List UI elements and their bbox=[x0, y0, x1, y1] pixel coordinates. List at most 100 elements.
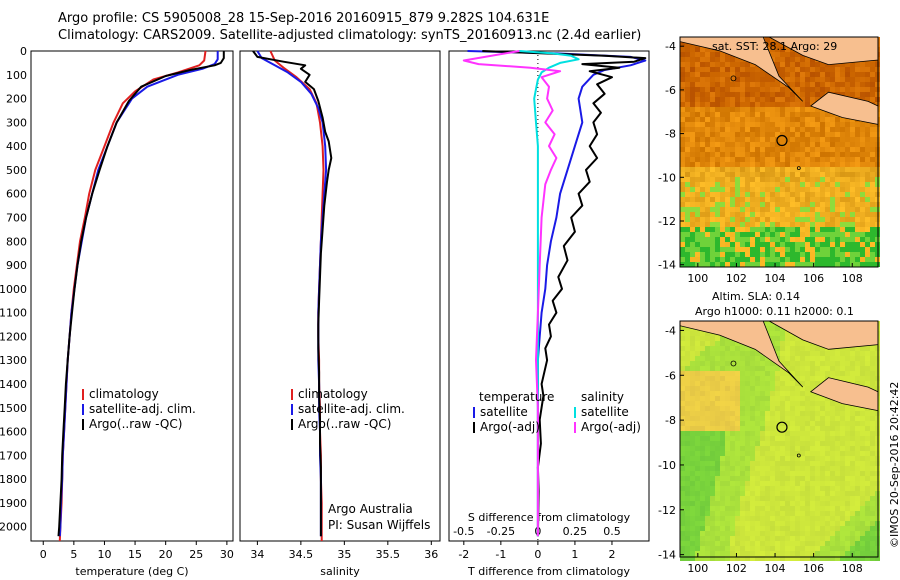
map-cell bbox=[730, 92, 735, 97]
map-cell bbox=[795, 401, 800, 406]
map-cell bbox=[740, 421, 745, 426]
map-cell bbox=[865, 202, 870, 207]
map-cell bbox=[825, 526, 830, 531]
map-cell bbox=[820, 416, 825, 421]
map-cell bbox=[680, 371, 685, 376]
map-cell bbox=[720, 481, 725, 486]
map-cell bbox=[790, 481, 795, 486]
map-cell bbox=[800, 107, 805, 112]
map-cell bbox=[775, 476, 780, 481]
map-cell bbox=[795, 486, 800, 491]
map-cell bbox=[850, 456, 855, 461]
map-cell bbox=[695, 177, 700, 182]
map-cell bbox=[825, 162, 830, 167]
map-cell bbox=[775, 481, 780, 486]
map-cell bbox=[710, 451, 715, 456]
map-cell bbox=[775, 536, 780, 541]
map-cell bbox=[745, 516, 750, 521]
map-cell bbox=[780, 486, 785, 491]
map-cell bbox=[810, 212, 815, 217]
imos-stamp: ©IMOS 20-Sep-2016 20:42:42 bbox=[888, 381, 900, 548]
map-cell bbox=[815, 451, 820, 456]
map-cell bbox=[690, 556, 695, 561]
map-cell bbox=[800, 436, 805, 441]
map-cell bbox=[765, 451, 770, 456]
map-cell bbox=[695, 142, 700, 147]
map-cell bbox=[795, 122, 800, 127]
map-cell bbox=[715, 431, 720, 436]
map-cell bbox=[800, 122, 805, 127]
map-cell bbox=[785, 192, 790, 197]
map-cell bbox=[705, 157, 710, 162]
map-cell bbox=[795, 67, 800, 72]
map-cell bbox=[705, 506, 710, 511]
map-cell bbox=[685, 371, 690, 376]
map-cell bbox=[780, 346, 785, 351]
plot-frame-difference bbox=[448, 50, 650, 542]
map-cell bbox=[715, 167, 720, 172]
map-cell bbox=[820, 526, 825, 531]
map-cell bbox=[685, 47, 690, 52]
map-cell bbox=[710, 257, 715, 262]
map-cell bbox=[775, 501, 780, 506]
map-cell bbox=[735, 551, 740, 556]
map-cell bbox=[870, 436, 875, 441]
map-cell bbox=[830, 77, 835, 82]
map-cell bbox=[715, 491, 720, 496]
map-cell bbox=[825, 257, 830, 262]
map-cell bbox=[800, 147, 805, 152]
map-cell bbox=[795, 391, 800, 396]
map-cell bbox=[850, 202, 855, 207]
map-cell bbox=[820, 441, 825, 446]
map-cell bbox=[740, 441, 745, 446]
map-cell bbox=[695, 506, 700, 511]
map-cell bbox=[855, 441, 860, 446]
map-cell bbox=[705, 556, 710, 561]
map-cell bbox=[800, 232, 805, 237]
map-cell bbox=[835, 232, 840, 237]
map-cell bbox=[855, 506, 860, 511]
map-cell bbox=[780, 471, 785, 476]
map1-title: sat. SST: 28.1 Argo: 29 bbox=[712, 40, 838, 53]
map-cell bbox=[680, 217, 685, 222]
map-cell bbox=[820, 87, 825, 92]
map-cell bbox=[850, 192, 855, 197]
map-cell bbox=[795, 222, 800, 227]
map-cell bbox=[770, 262, 775, 267]
map-cell bbox=[725, 441, 730, 446]
map-cell bbox=[690, 162, 695, 167]
map-cell bbox=[845, 356, 850, 361]
map-cell bbox=[760, 431, 765, 436]
map-cell bbox=[825, 541, 830, 546]
map-cell bbox=[730, 551, 735, 556]
map-cell bbox=[770, 331, 775, 336]
map-cell bbox=[795, 356, 800, 361]
map-cell bbox=[720, 147, 725, 152]
map-cell bbox=[695, 127, 700, 132]
map-cell bbox=[810, 541, 815, 546]
map-cell bbox=[835, 62, 840, 67]
map-cell bbox=[760, 232, 765, 237]
map-cell bbox=[680, 107, 685, 112]
map-cell bbox=[765, 192, 770, 197]
map-cell bbox=[745, 237, 750, 242]
map-cell bbox=[780, 441, 785, 446]
map-cell bbox=[805, 192, 810, 197]
map-cell bbox=[680, 406, 685, 411]
map-x-tick-label: 100 bbox=[687, 272, 708, 285]
map-cell bbox=[750, 222, 755, 227]
map-cell bbox=[785, 436, 790, 441]
map-cell bbox=[770, 107, 775, 112]
map-cell bbox=[720, 406, 725, 411]
map-cell bbox=[695, 516, 700, 521]
map-cell bbox=[830, 451, 835, 456]
map-cell bbox=[705, 521, 710, 526]
map-cell bbox=[790, 441, 795, 446]
map-cell bbox=[750, 67, 755, 72]
map-cell bbox=[695, 257, 700, 262]
map-cell bbox=[845, 546, 850, 551]
map-cell bbox=[800, 386, 805, 391]
map-cell bbox=[740, 371, 745, 376]
map-cell bbox=[765, 431, 770, 436]
map-cell bbox=[830, 132, 835, 137]
